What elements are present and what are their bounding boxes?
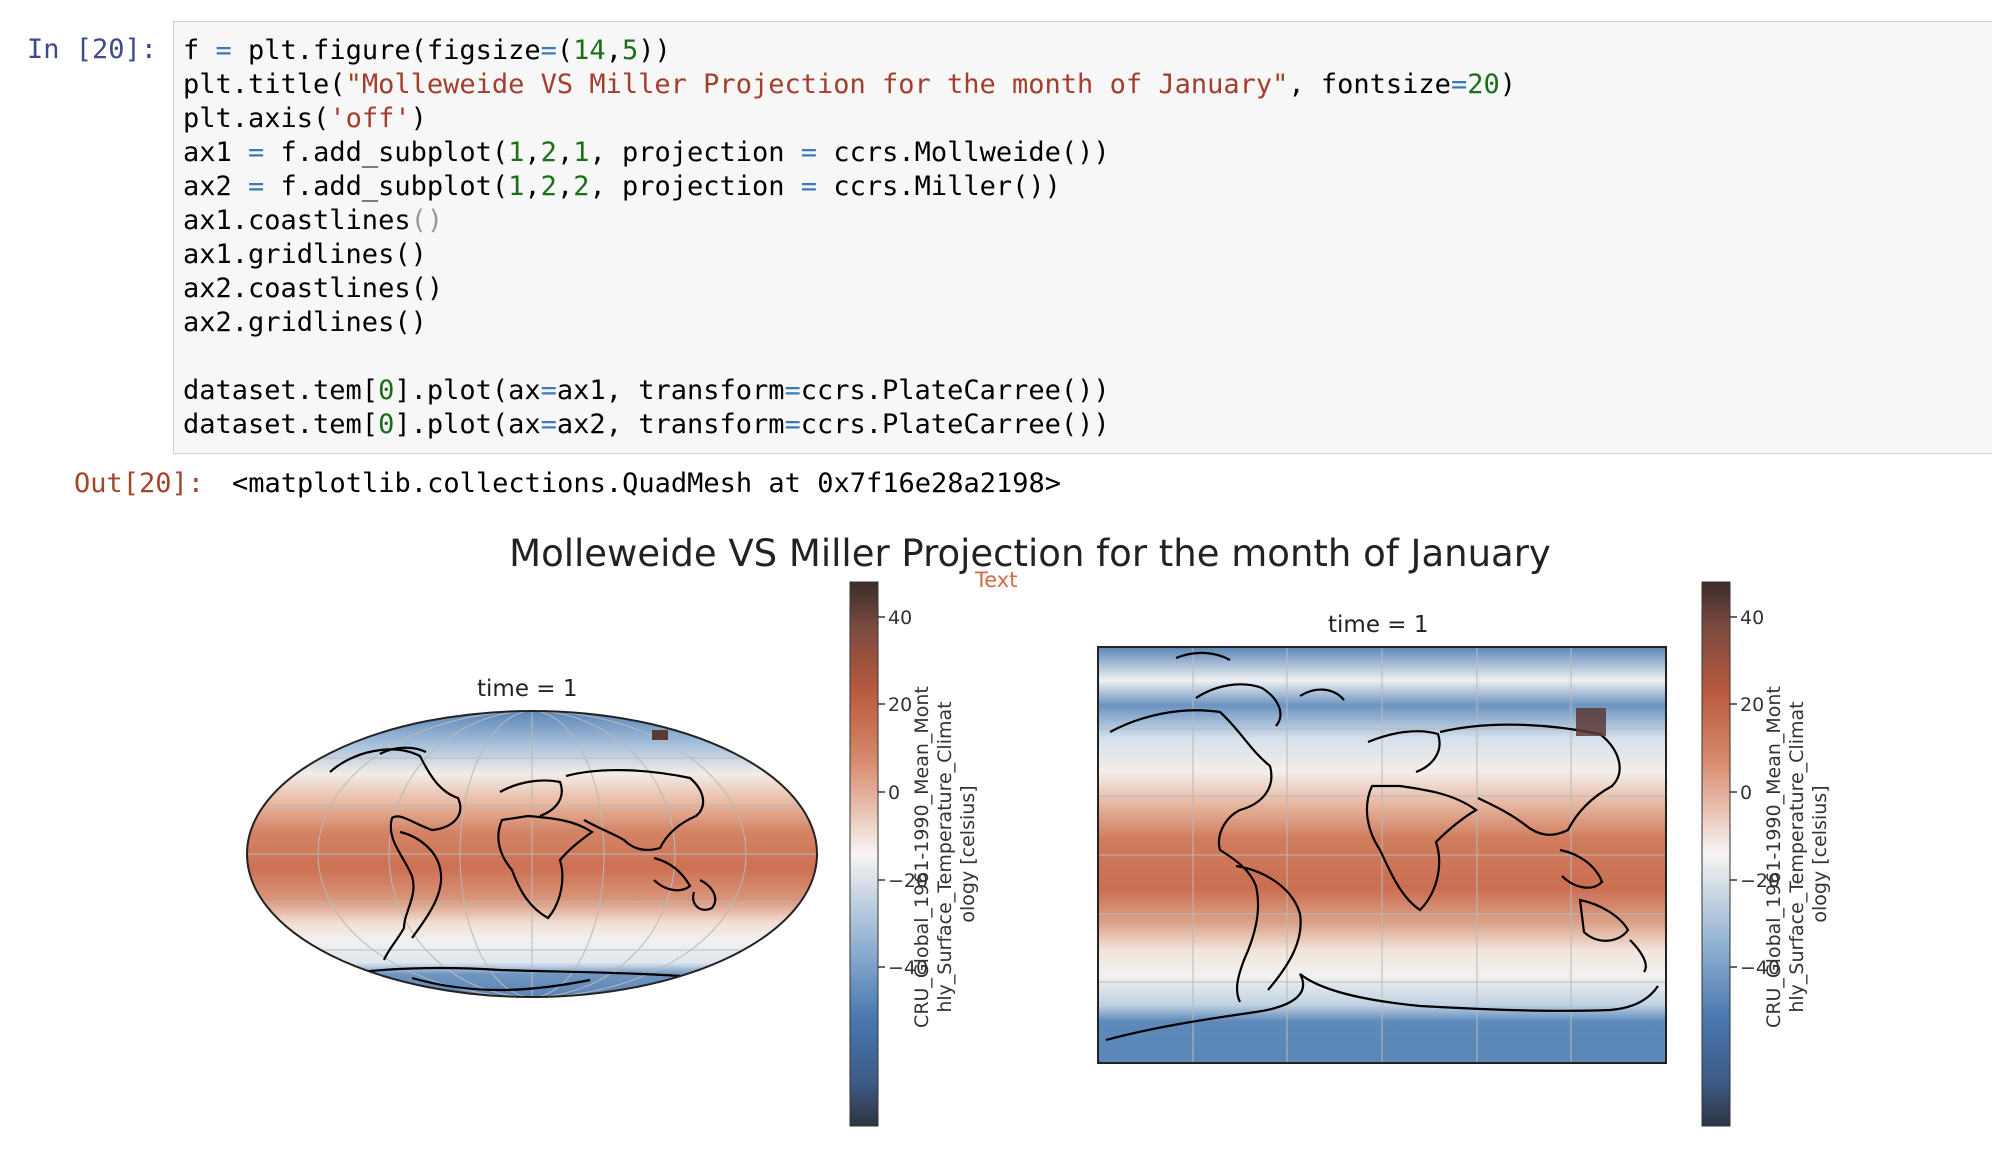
figure-title: Molleweide VS Miller Projection for the … — [509, 532, 1551, 575]
colorbar-tick-label: −20 — [1740, 870, 1780, 892]
code-line: ax1.coastlines() — [183, 205, 444, 236]
mollweide-subtitle: time = 1 — [477, 676, 578, 702]
colorbar2-label-line3: ology [celsius] — [1809, 785, 1831, 922]
code-line: plt.title("Molleweide VS Miller Projecti… — [183, 69, 1516, 100]
colorbar-tick-label: 40 — [1740, 607, 1764, 629]
mollweide-coastlines — [329, 746, 717, 992]
colorbar-tick-label: 40 — [888, 607, 912, 629]
code-line: ax1 = f.add_subplot(1,2,1, projection = … — [183, 137, 1110, 168]
code-cell-input[interactable] — [173, 21, 1992, 454]
mollweide-colorbar: 40 20 0 −20 −40 CRU_Global_1961-1990_Mean_Mo… — [849, 581, 979, 1127]
code-line: dataset.tem[0].plot(ax=ax1, transform=cc… — [183, 375, 1110, 406]
colorbar1-label-line1: CRU_Global_1961-1990_Mean_Mont — [911, 686, 933, 1028]
colorbar-tick-label: −20 — [888, 870, 928, 892]
output-text: <matplotlib.collections.QuadMesh at 0x7f… — [232, 468, 1062, 499]
colorbar1-label-line3: ology [celsius] — [957, 785, 979, 922]
code-line: ax1.gridlines() — [183, 239, 427, 270]
colorbar1-label-line2: hly_Surface_Temperature_Climat — [934, 701, 956, 1012]
colorbar1-label: CRU_Global_1961-1990_Mean_Mont hly_Surfa… — [911, 680, 979, 1028]
mollweide-map — [246, 710, 818, 998]
output-prompt: Out[20]: — [74, 468, 205, 499]
code-line: ax2.gridlines() — [183, 307, 427, 338]
matplotlib-figure: Molleweide VS Miller Projection for the … — [0, 520, 1992, 1164]
colorbar-tick-label: −40 — [888, 957, 928, 979]
miller-map — [1097, 646, 1667, 1064]
code-line: ax2 = f.add_subplot(1,2,2, projection = … — [183, 171, 1061, 202]
miller-colorbar: 40 20 0 −20 −40 CRU_Global_1961-1990_Mean_Mo… — [1701, 581, 1831, 1127]
code-editor[interactable]: f = plt.figure(figsize=(14,5)) plt.title… — [183, 34, 1516, 442]
miller-subtitle: time = 1 — [1328, 612, 1429, 638]
code-line: f = plt.figure(figsize=(14,5)) — [183, 35, 671, 66]
colorbar-tick-label: 0 — [888, 782, 900, 804]
code-line: dataset.tem[0].plot(ax=ax2, transform=cc… — [183, 409, 1110, 440]
figure-canvas: 40 20 0 −20 −40 CRU_Global_1961-1990_Mean_Mo… — [246, 581, 1831, 1127]
colorbar-tick-label: 0 — [1740, 782, 1752, 804]
colorbar-tick-label: −40 — [1740, 957, 1780, 979]
colorbar2-label-line2: hly_Surface_Temperature_Climat — [1786, 701, 1808, 1012]
colorbar-tick-label: 20 — [888, 694, 912, 716]
colorbar2-label-line1: CRU_Global_1961-1990_Mean_Mont — [1763, 686, 1785, 1028]
colorbar2-label: CRU_Global_1961-1990_Mean_Mont hly_Surfa… — [1763, 680, 1831, 1028]
text-annotation: Text — [975, 568, 1018, 592]
miller-coastlines — [1105, 651, 1659, 1042]
colorbar-tick-label: 20 — [1740, 694, 1764, 716]
code-line: plt.axis('off') — [183, 103, 427, 134]
input-prompt: In [20]: — [27, 34, 158, 65]
code-line: ax2.coastlines() — [183, 273, 444, 304]
